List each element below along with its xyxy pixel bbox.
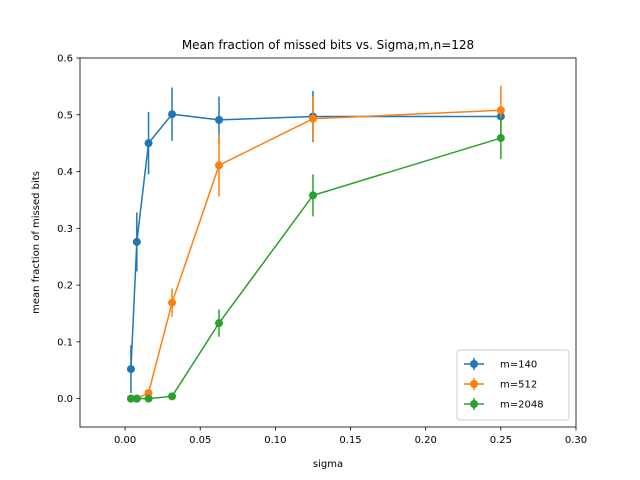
data-point [132,394,141,403]
x-axis-ticks: 0.00 0.05 0.10 0.15 0.20 0.25 0.30 [114,427,587,446]
series-m-2048 [126,117,505,403]
x-tick-label: 0.10 [264,435,286,446]
y-tick-label: 0.2 [57,281,73,292]
x-tick-label: 0.00 [114,435,136,446]
data-point [168,110,177,119]
x-tick-label: 0.20 [415,435,437,446]
data-point [215,161,224,170]
x-tick-label: 0.25 [490,435,512,446]
data-point [496,134,505,143]
data-point [496,106,505,115]
data-point [144,388,153,397]
legend-item: m=512 [464,378,537,391]
legend: m=140 m=512 m=2048 [456,349,570,421]
data-point [168,392,177,401]
x-tick-label: 0.15 [339,435,361,446]
data-point [215,115,224,124]
y-tick-label: 0.4 [57,167,73,178]
legend-item: m=2048 [464,398,544,411]
x-axis-label: sigma [313,459,343,470]
legend-marker [470,360,478,368]
x-tick-label: 0.30 [565,435,587,446]
data-point [144,139,153,148]
data-point [132,237,141,246]
data-point [308,191,317,200]
legend-label: m=140 [500,360,537,371]
y-tick-label: 0.0 [57,394,73,405]
data-point [168,298,177,307]
data-point [308,114,317,123]
legend-item: m=140 [464,358,537,371]
y-axis-label: mean fraction of missed bits [31,171,42,314]
y-tick-label: 0.3 [57,224,73,235]
legend-label: m=2048 [500,400,544,411]
data-point [215,319,224,328]
data-point [144,394,153,403]
plot-frame [79,57,577,428]
x-tick-label: 0.05 [189,435,211,446]
series-layer [126,85,505,403]
legend-marker [470,380,478,388]
chart-title: Mean fraction of missed bits vs. Sigma,m… [182,38,474,52]
y-tick-label: 0.5 [57,110,73,121]
y-tick-label: 0.1 [57,337,73,348]
y-axis-ticks: 0.0 0.1 0.2 0.3 0.4 0.5 0.6 [57,54,80,405]
legend-marker [470,400,478,408]
legend-box [456,349,570,421]
legend-label: m=512 [500,380,537,391]
y-tick-label: 0.6 [57,54,73,65]
data-point [126,365,135,374]
data-point [126,394,135,403]
